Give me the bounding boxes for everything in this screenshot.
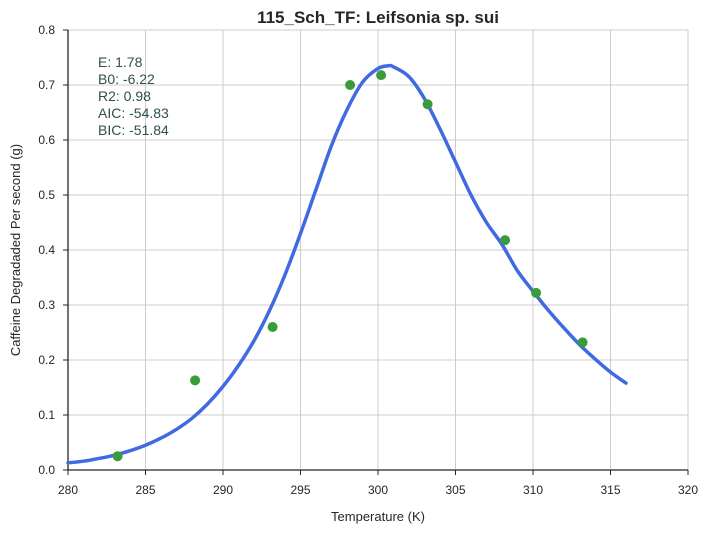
y-tick-label: 0.2 <box>38 353 55 367</box>
fit-curve-layer <box>66 63 628 465</box>
stat-bic: BIC: -51.84 <box>98 122 169 138</box>
axes <box>63 29 689 475</box>
stat-aic: AIC: -54.83 <box>98 105 169 121</box>
data-point <box>267 322 278 332</box>
data-point <box>190 375 201 386</box>
x-tick-label: 320 <box>678 483 698 497</box>
data-point <box>577 337 588 348</box>
y-tick-label: 0.8 <box>38 23 55 37</box>
data-point <box>531 287 542 298</box>
data-point <box>500 235 511 246</box>
stat-b0: B0: -6.22 <box>98 71 155 87</box>
y-tick-label: 0.3 <box>38 298 55 312</box>
y-tick-label: 0.7 <box>38 78 55 92</box>
stat-r2: R2: 0.98 <box>98 88 151 104</box>
data-point <box>345 80 356 90</box>
data-point <box>376 70 387 81</box>
fit-curve-line <box>66 63 628 465</box>
grid <box>68 29 689 470</box>
y-tick-label: 0.1 <box>38 408 55 422</box>
stats-annotation: E: 1.78 B0: -6.22 R2: 0.98 AIC: -54.83 B… <box>98 54 169 138</box>
tick-labels: 280 285 290 295 300 305 310 315 320 0.0 0.1 0.2 0.3 0… <box>38 23 698 497</box>
x-tick-label: 310 <box>523 483 543 497</box>
stat-e: E: 1.78 <box>98 54 143 70</box>
data-points-layer <box>112 70 588 462</box>
y-tick-label: 0.0 <box>38 463 55 477</box>
x-tick-label: 280 <box>58 483 78 497</box>
x-axis-label: Temperature (K) <box>331 509 425 524</box>
data-point <box>422 99 433 110</box>
x-tick-label: 305 <box>445 483 465 497</box>
y-tick-label: 0.5 <box>38 188 55 202</box>
y-tick-label: 0.4 <box>38 243 55 257</box>
x-tick-label: 315 <box>600 483 620 497</box>
y-axis-label: Caffeine Degradaded Per second (g) <box>8 144 23 356</box>
x-tick-label: 300 <box>368 483 388 497</box>
x-tick-label: 285 <box>135 483 155 497</box>
x-tick-label: 295 <box>290 483 310 497</box>
y-tick-label: 0.6 <box>38 133 55 147</box>
data-point <box>112 451 123 462</box>
x-tick-label: 290 <box>213 483 233 497</box>
chart-title: 115_Sch_TF: Leifsonia sp. sui <box>257 8 499 27</box>
